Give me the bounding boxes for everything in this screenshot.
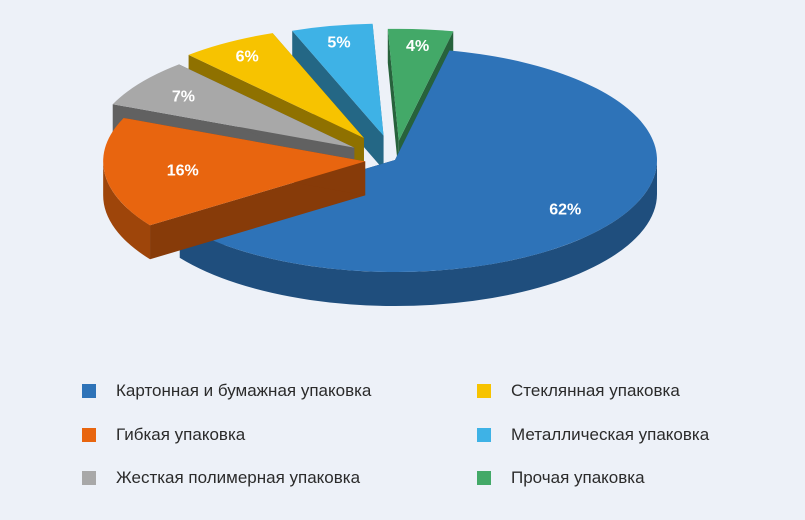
legend-label: Гибкая упаковка bbox=[116, 425, 246, 444]
slice-edge bbox=[179, 160, 658, 306]
data-label-rigid-plastic: 7% bbox=[172, 89, 195, 106]
slice-flexible: 16% bbox=[103, 117, 366, 260]
legend-item-metal: Металлическая упаковка bbox=[477, 425, 709, 445]
legend-item-flexible: Гибкая упаковка bbox=[82, 425, 245, 445]
data-label-cardboard: 62% bbox=[549, 201, 581, 218]
legend-label: Прочая упаковка bbox=[511, 468, 645, 487]
data-label-metal: 5% bbox=[327, 34, 350, 51]
legend-label: Жесткая полимерная упаковка bbox=[116, 468, 361, 487]
slice-top bbox=[112, 64, 355, 148]
legend-swatch bbox=[82, 471, 96, 485]
data-label-glass: 6% bbox=[236, 49, 259, 66]
slice-wall bbox=[150, 161, 366, 260]
legend-item-other: Прочая упаковка bbox=[477, 468, 645, 488]
legend-label: Металлическая упаковка bbox=[511, 425, 710, 444]
legend-swatch bbox=[82, 384, 96, 398]
slice-wall bbox=[387, 28, 399, 175]
data-label-other: 4% bbox=[406, 38, 429, 55]
legend-item-rigid-plastic: Жесткая полимерная упаковка bbox=[82, 468, 360, 488]
pie-chart: 5% 6% 4% 7% 62% 16% bbox=[103, 23, 658, 306]
legend-item-cardboard: Картонная и бумажная упаковка bbox=[82, 381, 371, 401]
legend-label: Стеклянная упаковка bbox=[511, 381, 680, 400]
slice-edge bbox=[103, 161, 151, 260]
data-label-flexible: 16% bbox=[167, 163, 199, 180]
legend-swatch bbox=[82, 428, 96, 442]
legend-swatch bbox=[477, 428, 491, 442]
legend-swatch bbox=[477, 471, 491, 485]
legend-label: Картонная и бумажная упаковка bbox=[116, 381, 372, 400]
slice-top bbox=[188, 33, 364, 139]
slice-top bbox=[179, 50, 657, 272]
slice-top bbox=[387, 28, 454, 141]
slice-top bbox=[103, 117, 366, 226]
legend-swatch bbox=[477, 384, 491, 398]
slice-top bbox=[292, 23, 384, 136]
legend-item-glass: Стеклянная упаковка bbox=[477, 381, 680, 401]
